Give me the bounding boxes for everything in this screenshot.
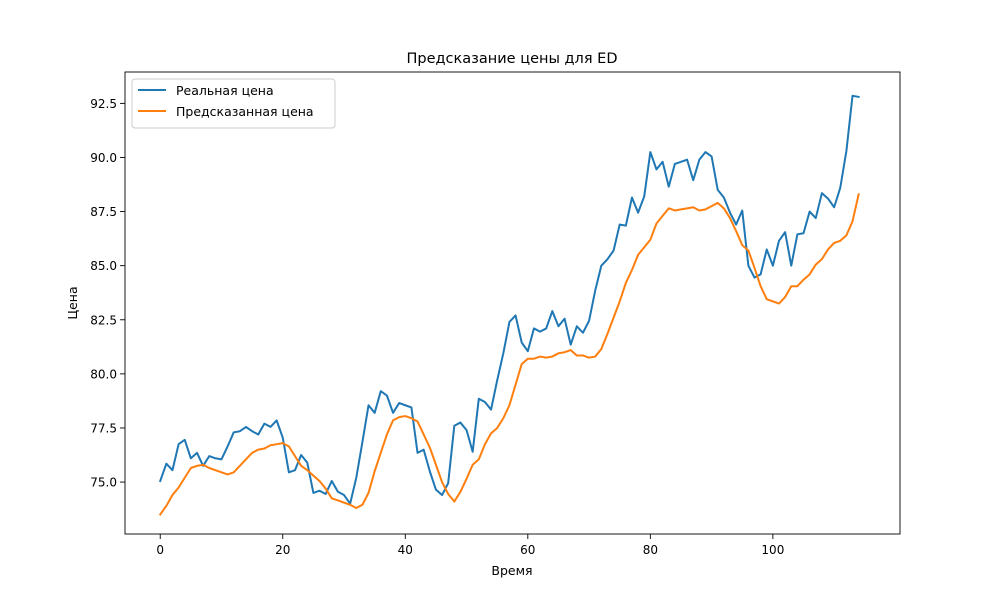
legend: Реальная цена Предсказанная цена	[131, 78, 336, 129]
x-tick-label: 0	[156, 543, 164, 557]
legend-label-real-price: Реальная цена	[176, 83, 274, 98]
x-tick-label: 40	[398, 543, 413, 557]
y-tick-label: 77.5	[90, 421, 117, 435]
plot-area-frame	[124, 71, 901, 535]
x-tick-label: 80	[643, 543, 658, 557]
series-layer	[158, 94, 860, 516]
y-tick-label: 87.5	[90, 205, 117, 219]
y-tick-label: 80.0	[90, 367, 117, 381]
y-tick-label: 92.5	[90, 97, 117, 111]
x-axis-label: Время	[491, 563, 532, 578]
x-axis: 0 20 40 60 80 100	[156, 534, 784, 557]
y-tick-label: 75.0	[90, 476, 117, 490]
legend-box	[131, 78, 336, 129]
y-tick-label: 90.0	[90, 151, 117, 165]
y-axis: 75.0 77.5 80.0 82.5 85.0 87.5 90.0 92.5	[90, 97, 125, 490]
legend-label-predicted-price: Предсказанная цена	[176, 104, 314, 119]
y-tick-label: 82.5	[90, 313, 117, 327]
series-line-1	[158, 193, 860, 516]
x-tick-label: 60	[520, 543, 535, 557]
y-axis-label: Цена	[65, 286, 80, 319]
x-tick-label: 20	[275, 543, 290, 557]
x-tick-label: 100	[761, 543, 784, 557]
y-tick-label: 85.0	[90, 259, 117, 273]
chart-title: Предсказание цены для ED	[407, 51, 618, 67]
series-line-0	[158, 94, 860, 505]
